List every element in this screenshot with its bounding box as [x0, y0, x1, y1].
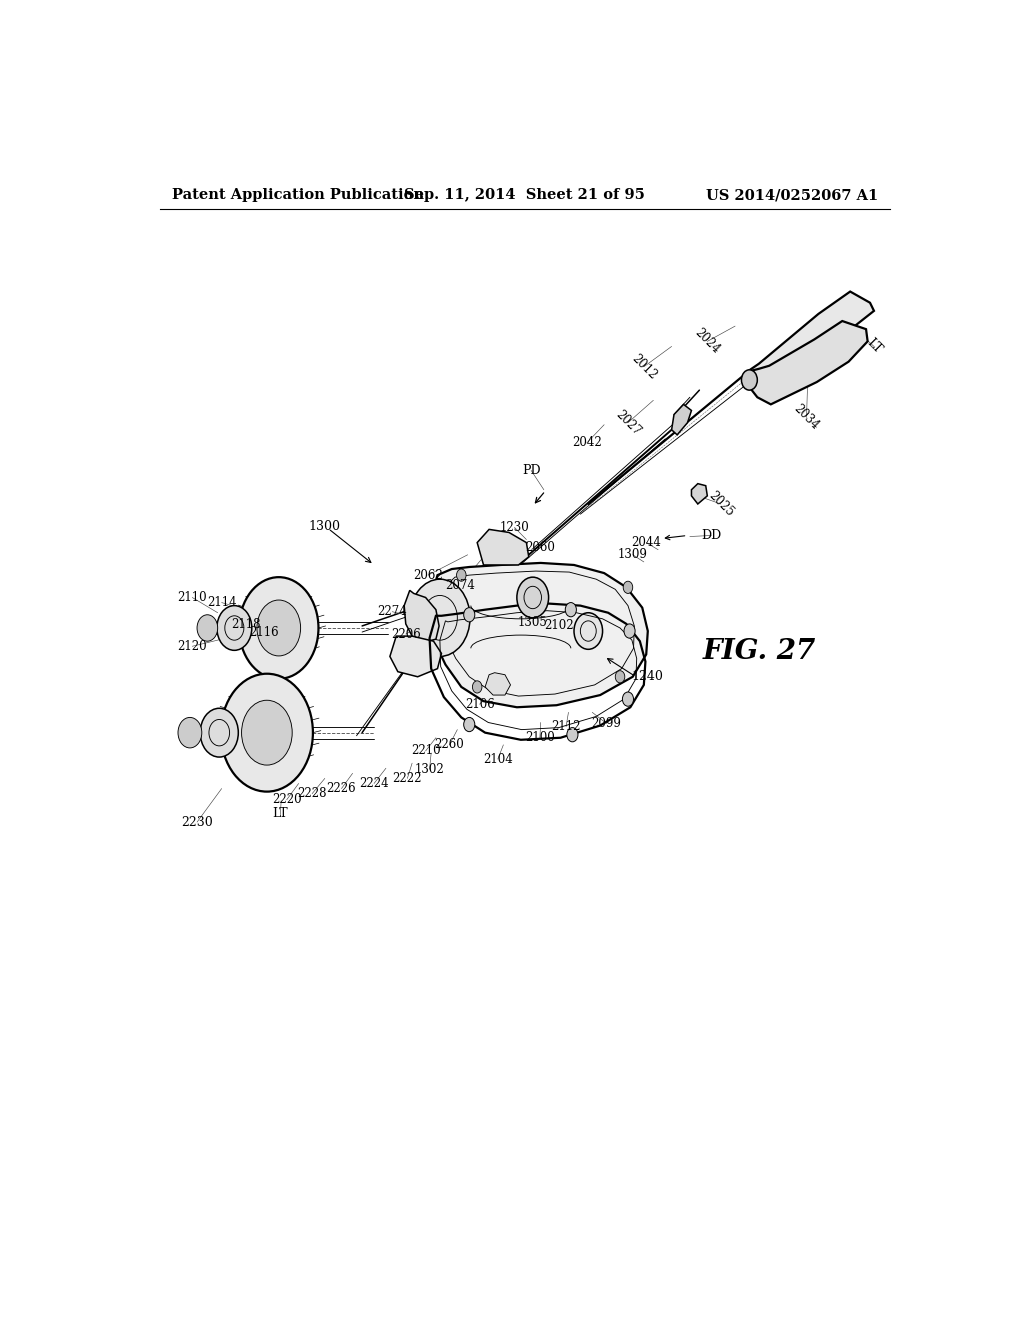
Text: 2260: 2260 [434, 738, 464, 751]
Circle shape [565, 602, 577, 616]
Text: 2114: 2114 [207, 597, 237, 609]
Text: 2025: 2025 [706, 488, 736, 519]
Text: 1230: 1230 [500, 521, 529, 533]
Text: 2210: 2210 [411, 744, 440, 758]
Circle shape [457, 569, 466, 581]
Polygon shape [404, 590, 439, 643]
Circle shape [574, 612, 602, 649]
Circle shape [517, 577, 549, 618]
Text: FIG. 27: FIG. 27 [702, 638, 815, 665]
Polygon shape [477, 529, 528, 565]
Text: 2102: 2102 [544, 619, 573, 632]
Polygon shape [485, 673, 511, 696]
Circle shape [239, 577, 318, 678]
Circle shape [197, 615, 218, 642]
Text: 1240: 1240 [632, 671, 664, 684]
Text: US 2014/0252067 A1: US 2014/0252067 A1 [706, 189, 878, 202]
Text: 1300: 1300 [308, 520, 340, 533]
Circle shape [221, 673, 313, 792]
Text: 2044: 2044 [631, 536, 662, 549]
Text: 2099: 2099 [592, 717, 622, 730]
Polygon shape [672, 404, 691, 434]
Polygon shape [748, 292, 873, 392]
Text: 2062: 2062 [413, 569, 442, 582]
Circle shape [472, 681, 482, 693]
Circle shape [410, 579, 470, 656]
Text: LT: LT [272, 808, 288, 821]
Text: 2274: 2274 [378, 605, 408, 618]
Text: 1302: 1302 [415, 763, 444, 776]
Circle shape [217, 606, 252, 651]
Text: 2112: 2112 [551, 721, 581, 733]
Text: 2220: 2220 [272, 793, 301, 807]
Text: 2027: 2027 [612, 408, 643, 438]
Text: 2226: 2226 [327, 781, 356, 795]
Text: Sep. 11, 2014  Sheet 21 of 95: Sep. 11, 2014 Sheet 21 of 95 [404, 189, 645, 202]
Circle shape [464, 607, 475, 622]
Text: 2116: 2116 [250, 626, 280, 639]
Text: 2106: 2106 [465, 698, 495, 710]
Text: DD: DD [701, 529, 722, 543]
Circle shape [615, 671, 625, 682]
Circle shape [741, 370, 758, 391]
Polygon shape [745, 321, 867, 404]
Text: 2104: 2104 [483, 752, 513, 766]
Polygon shape [390, 636, 441, 677]
Text: 2118: 2118 [230, 619, 260, 631]
Circle shape [567, 727, 578, 742]
Circle shape [624, 581, 633, 594]
Text: 1309: 1309 [617, 548, 647, 561]
Circle shape [178, 718, 202, 748]
Circle shape [624, 624, 635, 638]
Text: 2042: 2042 [571, 437, 601, 450]
Text: 2120: 2120 [177, 640, 207, 653]
Text: PD: PD [522, 463, 541, 477]
Text: 2012: 2012 [629, 351, 658, 381]
Text: 2034: 2034 [792, 403, 821, 433]
Circle shape [201, 709, 239, 758]
Text: 2224: 2224 [359, 777, 389, 789]
Text: 1305: 1305 [518, 616, 548, 630]
Text: 2222: 2222 [392, 772, 422, 785]
Text: 2024: 2024 [692, 326, 723, 356]
Text: LT: LT [864, 337, 884, 356]
Text: Patent Application Publication: Patent Application Publication [172, 189, 424, 202]
Text: 2228: 2228 [297, 787, 327, 800]
Polygon shape [691, 483, 708, 504]
Polygon shape [430, 562, 648, 708]
Text: 2110: 2110 [177, 591, 207, 605]
Circle shape [623, 692, 634, 706]
Circle shape [257, 601, 301, 656]
Text: 2074: 2074 [444, 578, 475, 591]
Text: 2230: 2230 [181, 816, 213, 829]
Text: 2206: 2206 [391, 627, 421, 640]
Circle shape [464, 718, 475, 731]
Text: 2100: 2100 [525, 731, 555, 744]
Text: 2060: 2060 [525, 541, 555, 554]
Circle shape [242, 700, 292, 766]
